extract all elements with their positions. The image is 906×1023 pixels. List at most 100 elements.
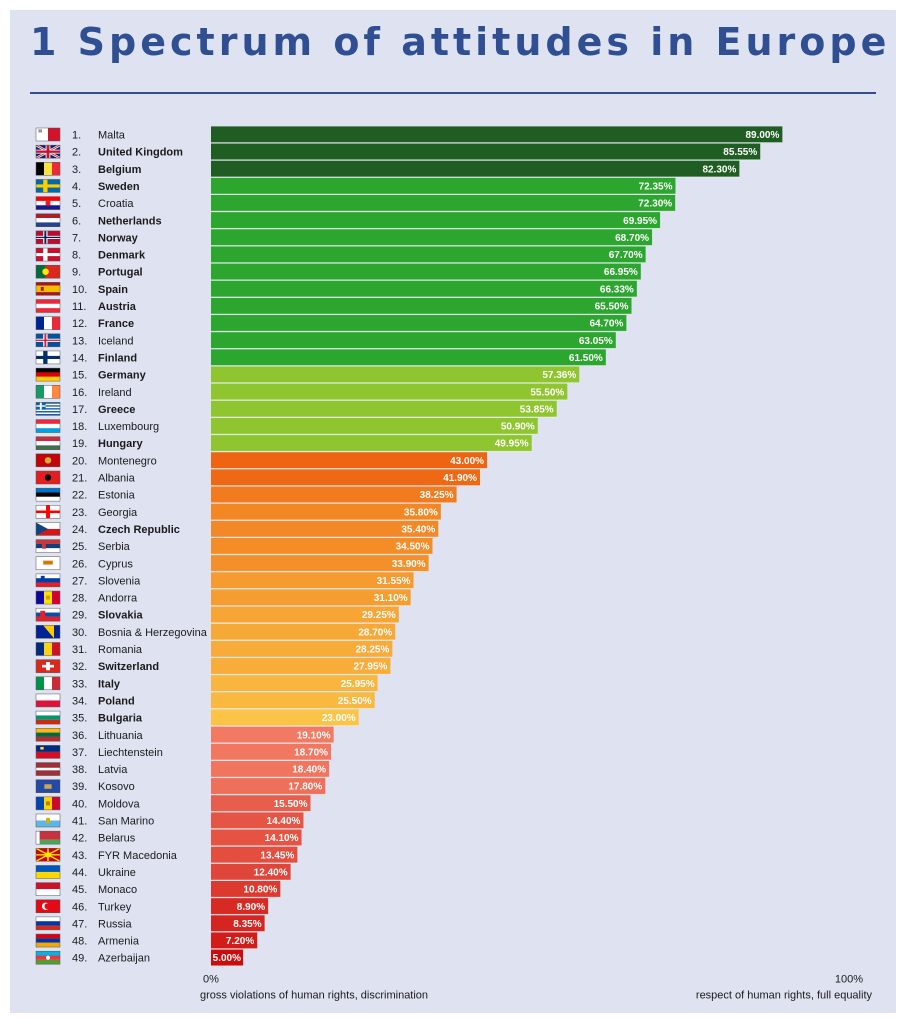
rank-label: 26. xyxy=(72,558,87,570)
country-label: San Marino xyxy=(98,816,154,828)
chart-row: 22. Estonia 38.25% xyxy=(35,486,457,504)
rank-label: 49. xyxy=(72,953,87,965)
data-label: 64.70% xyxy=(589,319,623,330)
country-label: Belarus xyxy=(98,833,136,845)
data-label: 13.45% xyxy=(260,850,294,861)
bar xyxy=(211,366,580,383)
rank-label: 36. xyxy=(72,730,87,742)
bar-separator xyxy=(211,811,311,812)
bar xyxy=(211,143,761,160)
romania-flag-icon xyxy=(35,642,61,656)
data-label: 28.25% xyxy=(355,645,389,656)
bar-separator xyxy=(211,913,269,915)
ukraine-flag-icon xyxy=(35,865,61,879)
switzerland-flag-icon xyxy=(35,659,61,673)
data-label: 25.50% xyxy=(338,696,372,707)
bar-separator xyxy=(211,896,281,898)
chart-row: 45. Monaco 10.80% xyxy=(35,881,281,898)
bar-separator xyxy=(211,485,480,486)
rank-label: 33. xyxy=(72,678,87,690)
bar xyxy=(211,778,326,795)
bar-separator xyxy=(211,330,627,332)
bar-separator xyxy=(211,639,396,641)
country-label: Ukraine xyxy=(98,867,136,879)
bar-separator xyxy=(211,793,326,795)
rank-label: 25. xyxy=(72,541,87,553)
rank-label: 18. xyxy=(72,421,87,433)
bar-separator xyxy=(211,691,378,692)
rank-label: 47. xyxy=(72,918,87,930)
country-label: Hungary xyxy=(98,438,144,450)
bar xyxy=(211,692,375,709)
bar xyxy=(211,486,457,503)
iceland-flag-icon xyxy=(35,333,61,348)
denmark-flag-icon xyxy=(35,247,61,262)
country-label: Belgium xyxy=(98,164,142,176)
chart-row: 42. Belarus 14.10% xyxy=(35,829,302,847)
bar xyxy=(211,212,661,229)
country-label: Denmark xyxy=(98,250,146,262)
norway-flag-icon xyxy=(35,230,61,245)
chart-row: 28. Andorra 31.10% xyxy=(35,589,411,607)
croatia-flag-icon xyxy=(35,196,61,210)
country-label: Croatia xyxy=(98,198,134,210)
bar xyxy=(211,538,433,555)
bar-separator xyxy=(211,570,429,572)
data-label: 18.70% xyxy=(294,747,328,758)
bar-separator xyxy=(211,948,258,950)
bar xyxy=(211,280,637,297)
data-label: 12.40% xyxy=(254,867,288,878)
data-label: 19.10% xyxy=(297,730,331,741)
bar-separator xyxy=(211,776,330,778)
chart-row: 20. Montenegro 43.00% xyxy=(35,452,488,469)
rank-label: 8. xyxy=(72,250,81,262)
country-label: Italy xyxy=(98,678,121,690)
azerbaijan-flag-icon xyxy=(35,950,61,965)
data-label: 34.50% xyxy=(396,542,430,553)
data-label: 67.70% xyxy=(609,250,643,261)
italy-flag-icon xyxy=(35,676,61,691)
country-label: Germany xyxy=(98,370,147,382)
slovenia-flag-icon xyxy=(35,573,61,588)
data-label: 72.30% xyxy=(638,199,672,210)
country-label: Slovakia xyxy=(98,610,144,622)
data-label: 38.25% xyxy=(420,490,454,501)
rank-label: 23. xyxy=(72,507,87,519)
data-label: 8.35% xyxy=(233,919,261,930)
chart-row: 9. Portugal 66.95% xyxy=(35,263,641,281)
bar-separator xyxy=(211,725,359,727)
bar-separator xyxy=(211,382,580,384)
latvia-flag-icon xyxy=(35,762,61,776)
country-label: Georgia xyxy=(98,507,138,519)
chart-rows: 1. Malta 89.00% 2. United Kingdom 85.55% 3. Bel… xyxy=(35,126,783,967)
chart-row: 41. San Marino 14.40% xyxy=(35,812,304,829)
bar xyxy=(211,812,304,829)
country-label: Malta xyxy=(98,130,126,142)
bar xyxy=(211,400,557,417)
chart-row: 15. Germany 57.36% xyxy=(35,366,580,384)
rank-label: 29. xyxy=(72,610,87,622)
rank-label: 34. xyxy=(72,695,87,707)
bar-separator xyxy=(211,965,244,967)
country-label: Cyprus xyxy=(98,558,133,570)
chart-row: 31. Romania 28.25% xyxy=(35,640,393,658)
bar xyxy=(211,726,334,743)
country-label: Monaco xyxy=(98,884,137,896)
rank-label: 40. xyxy=(72,798,87,810)
rank-label: 1. xyxy=(72,130,81,142)
data-label: 5.00% xyxy=(213,953,241,964)
data-label: 15.50% xyxy=(274,799,308,810)
chart-row: 7. Norway 68.70% xyxy=(35,229,653,246)
country-label: Estonia xyxy=(98,490,136,502)
country-label: Netherlands xyxy=(98,215,162,227)
chart-row: 16. Ireland 55.50% xyxy=(35,383,568,401)
montenegro-flag-icon xyxy=(35,453,61,468)
bar xyxy=(211,760,330,778)
country-label: Luxembourg xyxy=(98,421,159,433)
data-label: 27.95% xyxy=(354,662,388,673)
data-label: 28.70% xyxy=(358,627,392,638)
bar-separator xyxy=(211,656,393,658)
rank-label: 45. xyxy=(72,884,87,896)
bar xyxy=(211,795,311,812)
data-label: 14.10% xyxy=(265,833,299,844)
